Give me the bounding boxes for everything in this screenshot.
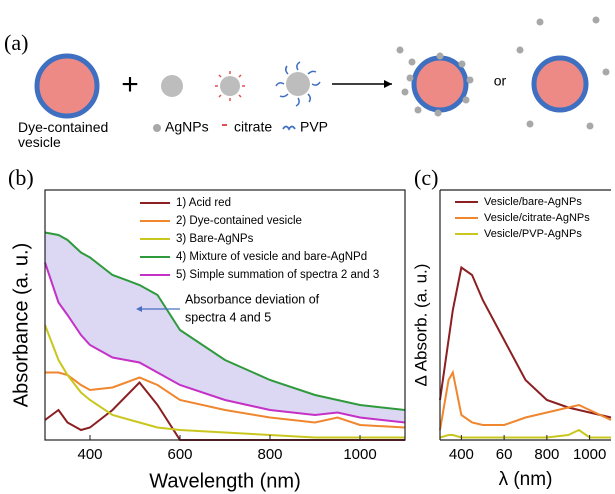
or-text: or (494, 73, 507, 89)
arrow-head (384, 80, 392, 88)
panel-c: (c) Vesicle/bare-AgNPs Vesicle/citrate-AgN… (411, 165, 611, 490)
annotation: spectra 4 and 5 (185, 310, 271, 324)
legend-label: Vesicle/bare-AgNPs (484, 196, 582, 208)
annotation: Absorbance deviation of (185, 292, 320, 306)
agnp-icon (161, 75, 183, 97)
x-tick-label: 400 (449, 446, 474, 463)
x-tick-label: 800 (257, 446, 282, 463)
legend-label: 5) Simple summation of spectra 2 and 3 (176, 269, 379, 281)
legend-text: PVP (300, 119, 328, 135)
series-line (440, 430, 611, 438)
y-axis-label: Δ Absorb. (a. u.) (411, 264, 430, 387)
x-axis-label: Wavelength (nm) (149, 470, 301, 492)
legend-agnp (153, 124, 161, 132)
legend-label: 2) Dye-contained vesicle (176, 215, 302, 227)
x-axis-label: λ (nm) (499, 469, 553, 490)
figure: (a) + or Dye-containedvesicle AgNPs citr… (0, 0, 615, 494)
legend-label: Vesicle/PVP-AgNPs (484, 228, 582, 240)
panel-label: (c) (414, 165, 438, 190)
x-tick-label: 1000 (573, 446, 606, 463)
vesicle-icon (37, 56, 97, 116)
pvp-agnp-icon (276, 62, 320, 106)
legend-text: citrate (234, 119, 272, 135)
legend-label: 1) Acid red (176, 197, 231, 209)
series-line (440, 268, 611, 418)
x-tick-label: 60 (496, 446, 513, 463)
x-tick-label: 1000 (343, 446, 376, 463)
panel-label: (b) (8, 165, 34, 190)
x-tick-label: 400 (77, 446, 102, 463)
y-axis-label: Absorbance (a. u.) (10, 243, 32, 408)
panel-b: (b) 1) Acid red 2) Dye-contained vesicle 3)… (8, 165, 405, 492)
legend-text: AgNPs (165, 119, 209, 135)
vesicle-icon-2 (534, 58, 586, 110)
legend-label: Vesicle/citrate-AgNPs (484, 212, 590, 224)
legend-label: 3) Bare-AgNPs (176, 233, 254, 245)
panel-label: (a) (4, 30, 28, 55)
legend-label: 4) Mixture of vesicle and bare-AgNPd (176, 251, 367, 263)
x-tick-label: 800 (534, 446, 559, 463)
plus-sign: + (121, 68, 139, 101)
x-tick-label: 600 (167, 446, 192, 463)
citrate-agnp-icon (215, 71, 245, 101)
vesicle-with-agnps (414, 58, 466, 110)
legend-pvp (283, 127, 295, 130)
